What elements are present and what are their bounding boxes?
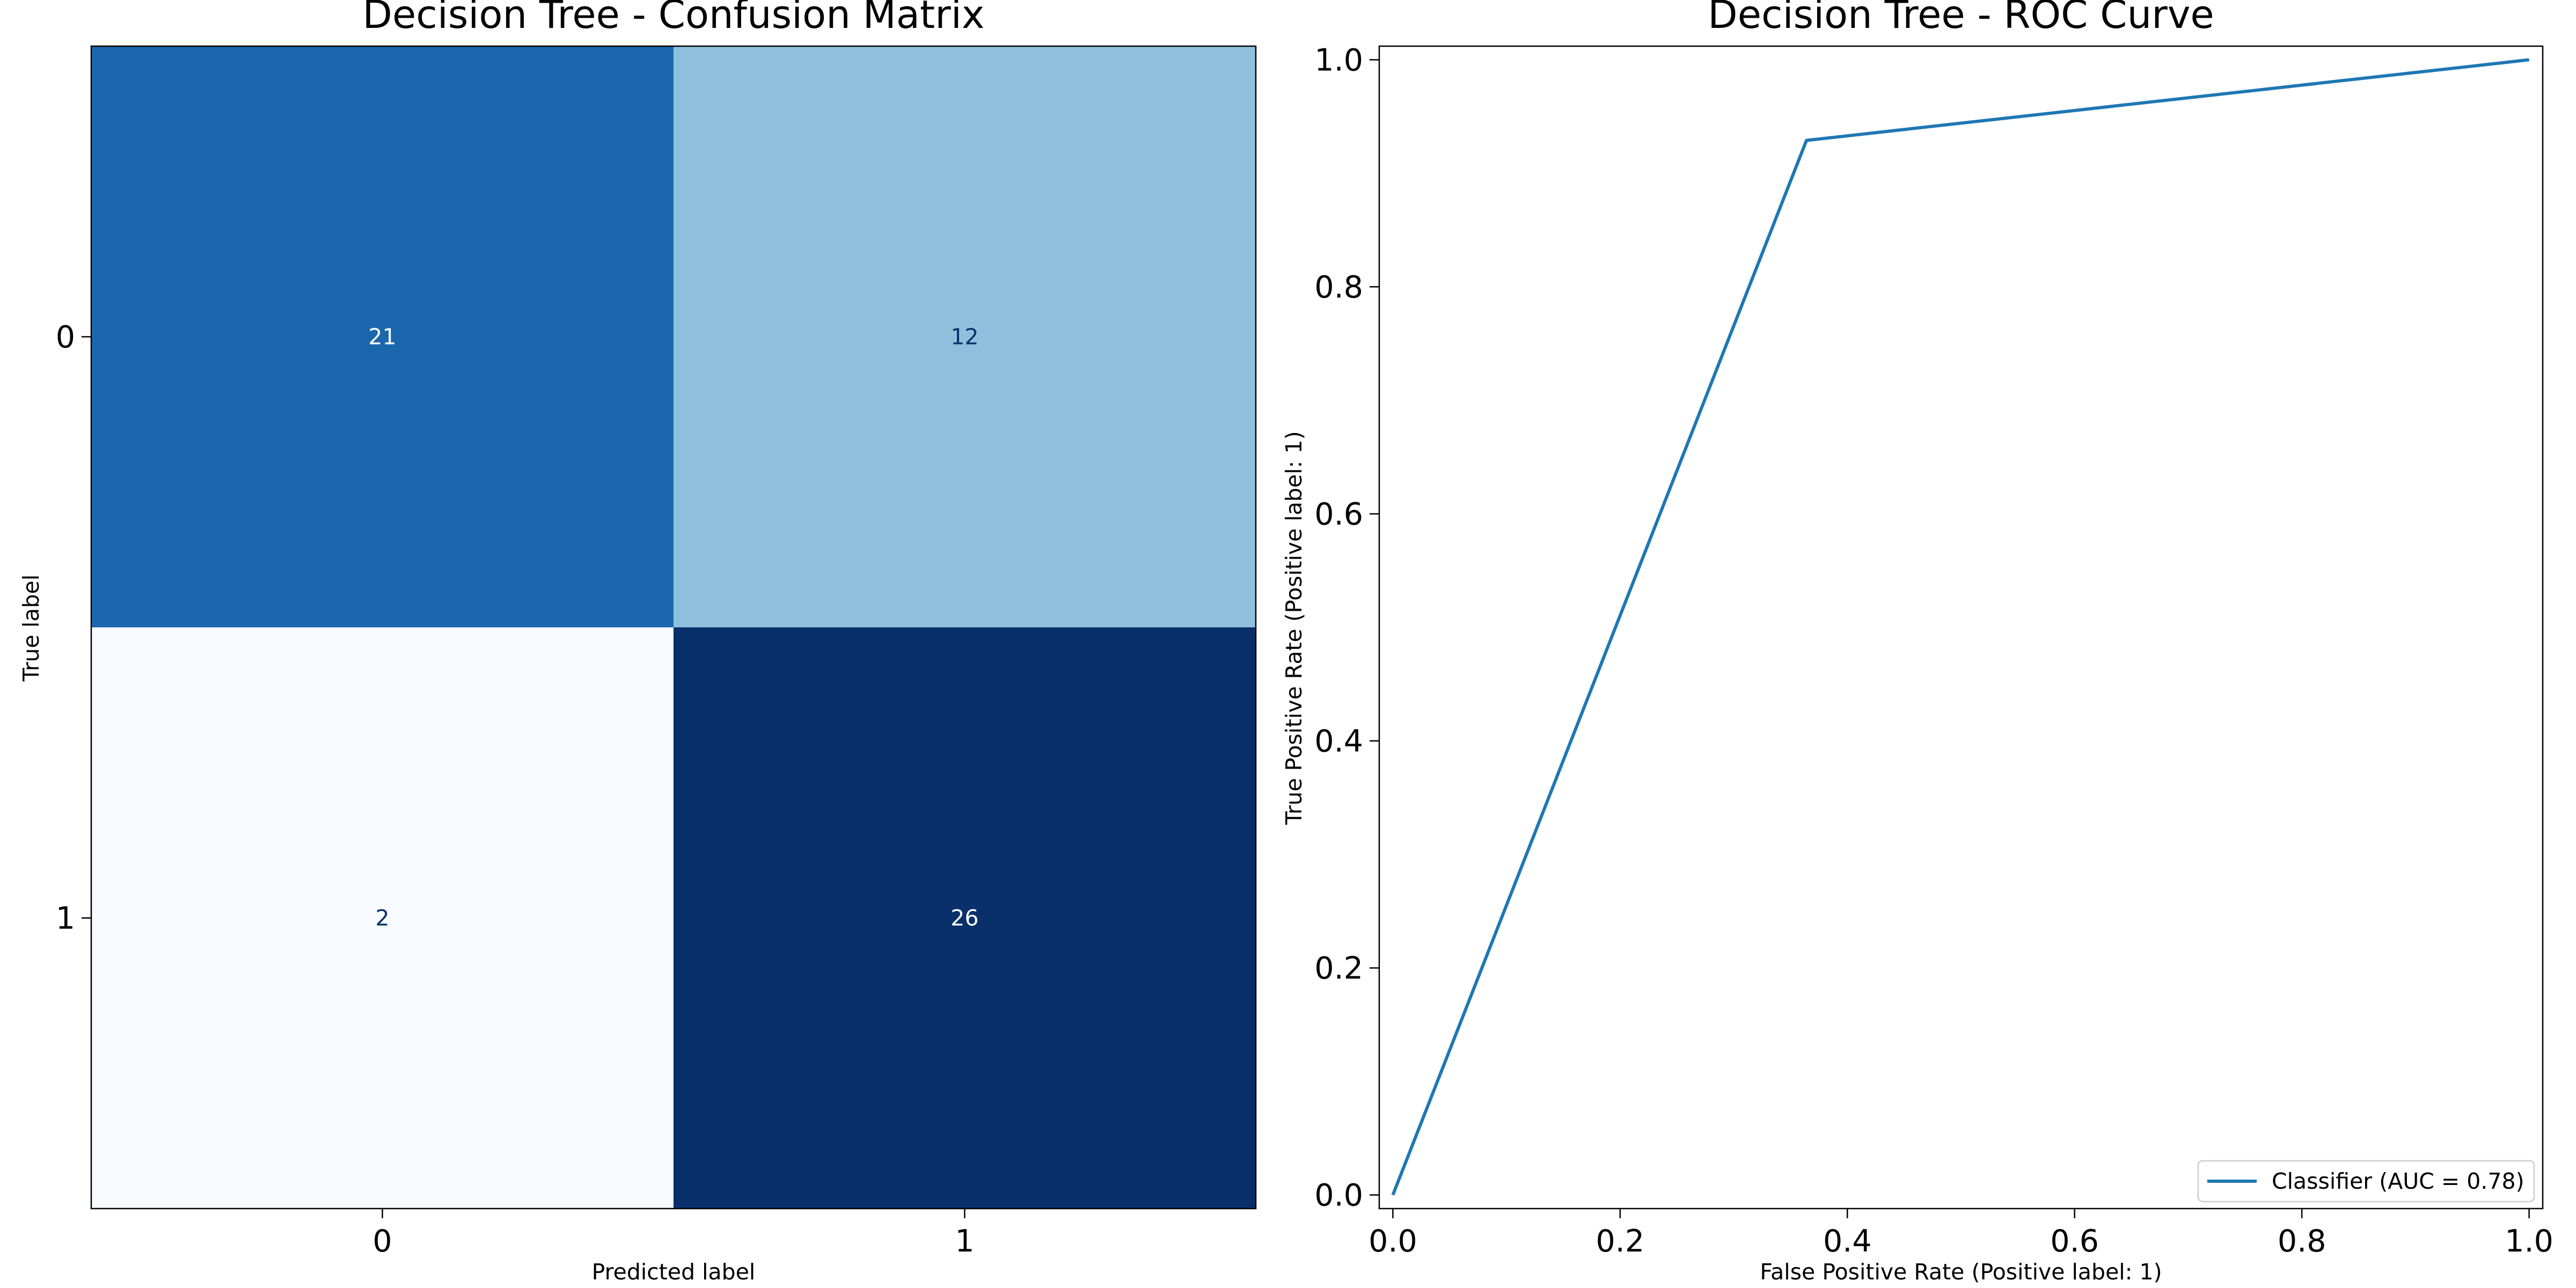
roc-ytick-label-1: 0.2 bbox=[1314, 951, 1363, 986]
confusion-matrix-panel: 21 12 2 26 0 1 0 1 Decision Tree - Confusion M… bbox=[18, 0, 1257, 1285]
confusion-cell-value-0-0: 21 bbox=[368, 324, 396, 350]
roc-xtick-label-2: 0.4 bbox=[1823, 1224, 1872, 1259]
confusion-matrix-cells: 21 12 2 26 bbox=[91, 46, 1256, 1209]
roc-curve-panel: 0.0 0.2 0.4 0.6 0.8 1.0 0.0 0.2 0.4 0.6 0.8 1.0 Cla… bbox=[1281, 0, 2553, 1285]
roc-ylabel: True Positive Rate (Positive label: 1) bbox=[1281, 431, 1307, 825]
roc-xtick-label-0: 0.0 bbox=[1368, 1224, 1417, 1259]
roc-plot-area bbox=[1378, 45, 2544, 1210]
roc-xtick-label-5: 1.0 bbox=[2505, 1224, 2553, 1259]
confusion-matrix-ylabel: True label bbox=[18, 574, 44, 682]
confusion-matrix-frame bbox=[90, 45, 1257, 1210]
confusion-cell-1-1 bbox=[674, 627, 1256, 1209]
cm-ytick-label-1: 1 bbox=[56, 901, 75, 936]
roc-ytick-label-0: 0.0 bbox=[1314, 1178, 1363, 1213]
roc-xlabel: False Positive Rate (Positive label: 1) bbox=[1760, 1259, 2162, 1285]
roc-ytick-label-4: 0.8 bbox=[1314, 269, 1363, 305]
confusion-cell-value-0-1: 12 bbox=[950, 324, 978, 350]
confusion-matrix-ticks: 0 1 0 1 bbox=[56, 320, 975, 1260]
roc-series bbox=[1391, 58, 2529, 1196]
confusion-cell-0-0 bbox=[91, 46, 674, 627]
roc-ytick-label-2: 0.4 bbox=[1314, 724, 1363, 759]
confusion-cell-value-1-0: 2 bbox=[375, 905, 389, 931]
roc-ytick-label-3: 0.6 bbox=[1314, 496, 1363, 532]
roc-ytick-label-5: 1.0 bbox=[1314, 42, 1363, 78]
confusion-matrix-title: Decision Tree - Confusion Matrix bbox=[363, 0, 985, 37]
cm-xtick-label-0: 0 bbox=[372, 1224, 392, 1259]
confusion-matrix-xlabel: Predicted label bbox=[592, 1259, 756, 1285]
roc-title: Decision Tree - ROC Curve bbox=[1708, 0, 2214, 37]
cm-ytick-label-0: 0 bbox=[56, 320, 75, 355]
roc-legend-label: Classifier (AUC = 0.78) bbox=[2272, 1168, 2524, 1194]
confusion-cell-1-0 bbox=[91, 627, 674, 1209]
confusion-cell-value-1-1: 26 bbox=[950, 905, 978, 931]
roc-xtick-label-3: 0.6 bbox=[2050, 1224, 2099, 1259]
roc-series-line-0 bbox=[1391, 58, 2529, 1196]
roc-xtick-label-1: 0.2 bbox=[1596, 1224, 1645, 1259]
roc-legend: Classifier (AUC = 0.78) bbox=[2197, 1160, 2535, 1203]
roc-legend-box bbox=[2197, 1160, 2535, 1203]
confusion-cell-0-1 bbox=[674, 46, 1256, 627]
cm-xtick-label-1: 1 bbox=[955, 1224, 974, 1259]
roc-xtick-label-4: 0.8 bbox=[2278, 1224, 2326, 1259]
roc-ticks: 0.0 0.2 0.4 0.6 0.8 1.0 0.0 0.2 0.4 0.6 0.8 1.0 bbox=[1314, 42, 2553, 1259]
